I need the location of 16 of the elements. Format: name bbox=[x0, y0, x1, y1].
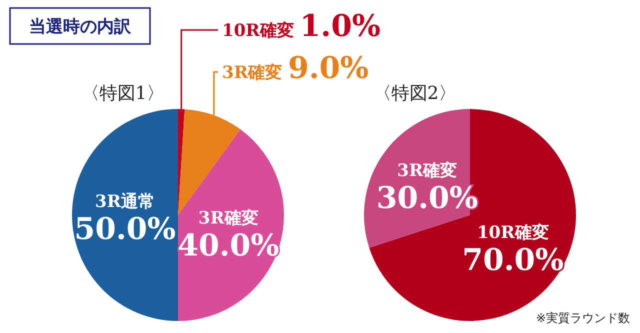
data-label: 30.0% bbox=[376, 180, 478, 216]
chart-subtitle: 当選時の内訳 bbox=[29, 17, 132, 37]
slice-label: 3R確変 bbox=[397, 160, 458, 181]
data-label: 1.0% bbox=[300, 9, 380, 44]
slice-label: 3R確変 bbox=[222, 63, 282, 83]
data-label: 9.0% bbox=[288, 51, 369, 86]
data-label: 40.0% bbox=[178, 228, 280, 264]
text: 〈特図1〉 bbox=[81, 83, 165, 104]
slice-label: 10R確変 bbox=[476, 223, 549, 244]
text: ※実質ラウンド数 bbox=[536, 311, 630, 325]
slice-label: 10R確変 bbox=[222, 21, 294, 41]
data-label: 50.0% bbox=[74, 212, 176, 247]
slice-label: 3R通常 bbox=[95, 192, 155, 212]
chart-title: 〈特図2〉 bbox=[373, 83, 457, 104]
slice-label: 3R確変 bbox=[198, 208, 258, 228]
data-label: 70.0% bbox=[462, 243, 564, 278]
